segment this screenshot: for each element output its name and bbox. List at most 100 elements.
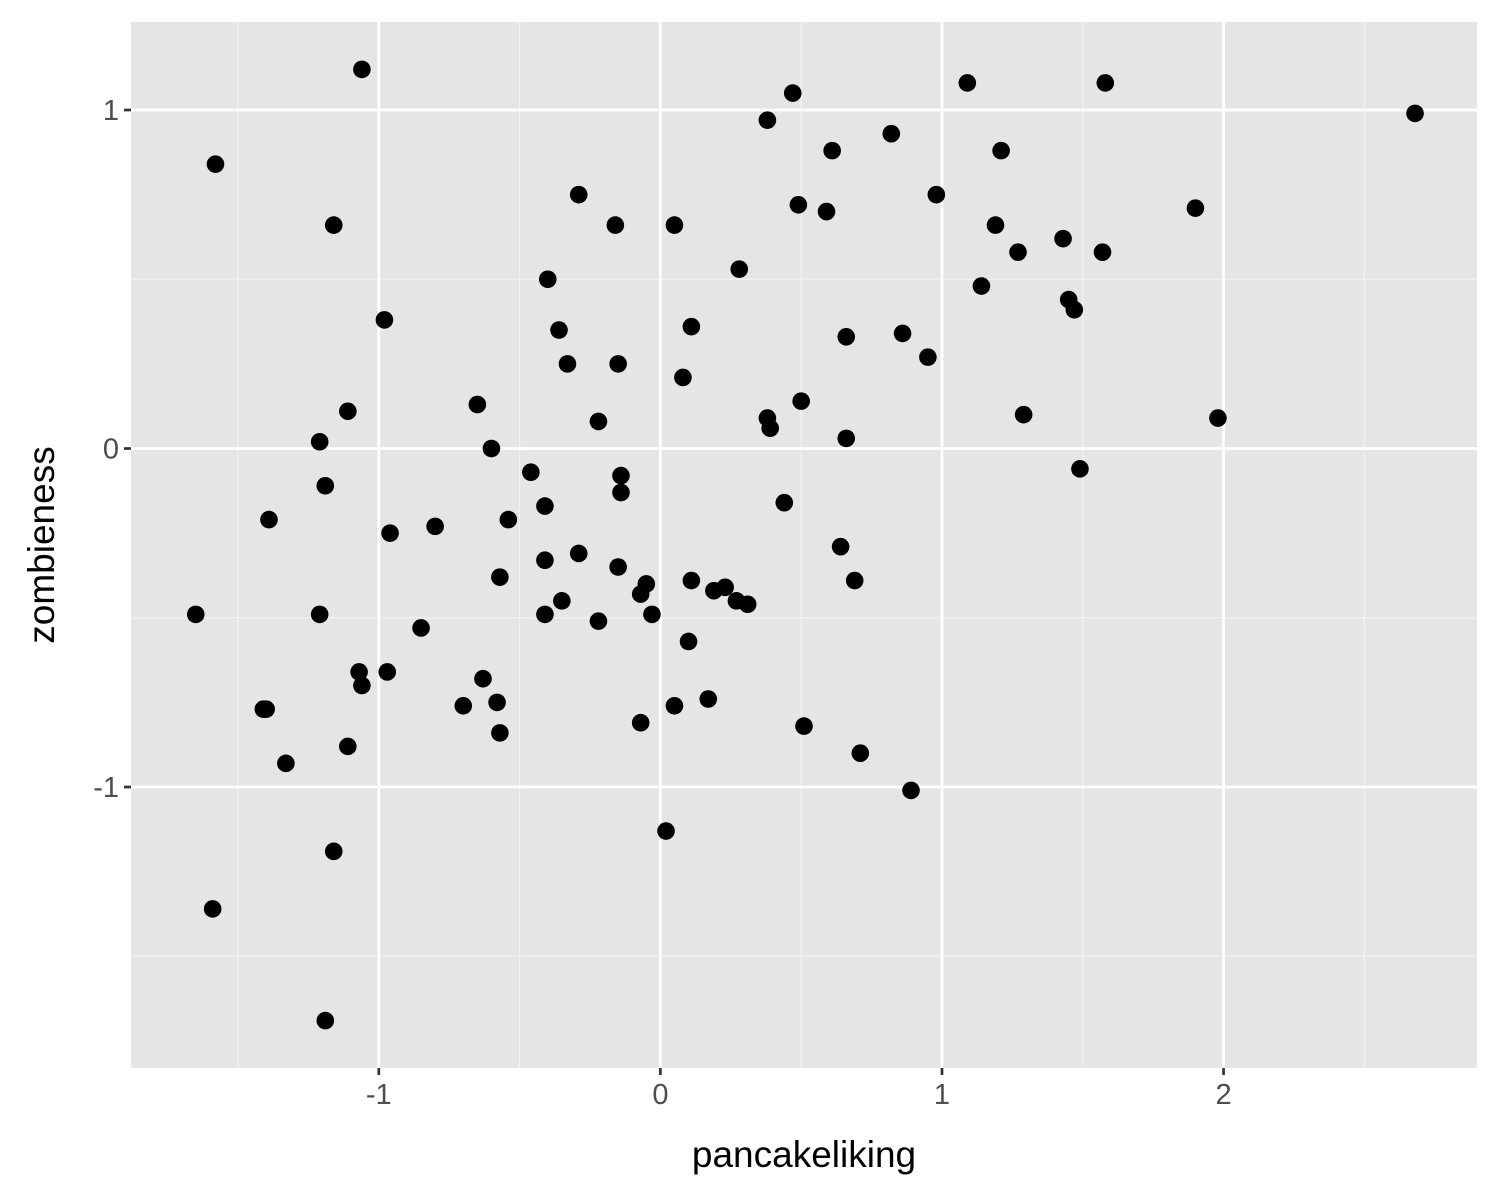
data-point <box>699 690 718 708</box>
data-point <box>792 392 810 410</box>
data-point <box>378 663 397 681</box>
data-point <box>682 571 701 590</box>
data-point <box>612 483 630 502</box>
data-point <box>927 185 946 204</box>
data-point <box>1014 405 1033 424</box>
data-point <box>674 368 692 387</box>
data-point <box>609 355 627 373</box>
plot-panel <box>131 22 1477 1068</box>
data-point <box>277 754 295 773</box>
data-point <box>375 311 394 329</box>
data-point <box>919 348 937 366</box>
data-point <box>536 497 554 515</box>
data-point <box>795 717 813 735</box>
data-point <box>1096 74 1115 92</box>
data-point <box>1209 409 1227 427</box>
data-point <box>324 216 343 234</box>
data-point <box>837 429 856 448</box>
data-point <box>257 700 275 718</box>
data-point <box>310 605 329 624</box>
data-point <box>1186 199 1205 217</box>
data-point <box>758 111 777 129</box>
y-axis-ticks: -1 0 1 <box>93 95 131 804</box>
data-point <box>789 195 808 214</box>
data-point <box>637 575 656 593</box>
data-point <box>569 544 588 563</box>
y-tick-label: 0 <box>103 434 119 466</box>
data-point <box>488 693 506 712</box>
data-point <box>426 517 444 536</box>
data-point <box>1054 229 1072 248</box>
data-point <box>206 155 225 173</box>
data-point <box>569 185 588 204</box>
data-point <box>679 632 698 651</box>
data-point <box>589 412 608 431</box>
data-point <box>522 463 540 482</box>
x-axis-title: pancakeliking <box>692 1134 916 1175</box>
data-point <box>310 432 329 451</box>
data-point <box>553 592 571 610</box>
data-point <box>902 781 920 800</box>
x-tick-label: 2 <box>1215 1079 1231 1111</box>
data-point <box>882 124 901 143</box>
data-point <box>972 277 991 295</box>
data-point <box>817 202 836 221</box>
data-point <box>893 324 912 343</box>
data-point <box>1065 300 1084 319</box>
y-tick-label: -1 <box>93 772 119 804</box>
y-tick-label: 1 <box>103 95 119 127</box>
data-point <box>761 419 780 438</box>
x-axis-ticks: -1 0 1 2 <box>366 1068 1232 1111</box>
data-point <box>992 141 1010 160</box>
data-point <box>350 663 368 681</box>
data-point <box>783 84 802 102</box>
y-axis-title: zombieness <box>21 446 62 643</box>
data-point <box>316 1011 335 1030</box>
data-point <box>260 510 278 529</box>
x-tick-label: 1 <box>934 1079 950 1111</box>
data-point <box>491 724 509 742</box>
data-point <box>499 510 518 529</box>
x-tick-label: 0 <box>652 1079 668 1111</box>
data-point <box>716 578 734 597</box>
data-point <box>612 466 630 485</box>
data-point <box>468 395 487 414</box>
data-point <box>775 493 794 512</box>
data-point <box>823 141 841 160</box>
data-point <box>339 402 357 421</box>
data-point <box>1093 243 1112 261</box>
data-point <box>665 216 684 234</box>
data-point <box>550 321 568 339</box>
data-point <box>491 568 509 586</box>
data-point <box>381 524 399 542</box>
data-point <box>353 676 371 695</box>
data-point <box>609 558 627 576</box>
data-point <box>589 612 608 630</box>
data-point <box>837 328 856 346</box>
data-point <box>353 60 371 79</box>
data-point <box>730 260 749 278</box>
data-point <box>536 605 554 624</box>
data-point <box>1406 104 1424 123</box>
data-point <box>412 619 430 637</box>
data-point <box>203 900 222 918</box>
data-point <box>454 696 473 715</box>
data-point <box>665 696 684 715</box>
minor-gridlines <box>131 22 1477 1068</box>
data-point <box>1071 460 1089 478</box>
data-point <box>474 669 492 688</box>
data-point <box>339 737 357 756</box>
data-point <box>538 270 557 289</box>
data-point <box>1009 243 1027 261</box>
data-point <box>482 439 501 458</box>
data-point <box>831 537 850 556</box>
data-point <box>682 317 701 336</box>
data-point <box>536 551 554 570</box>
data-point <box>631 713 650 732</box>
data-point <box>606 216 625 234</box>
data-point <box>643 605 661 624</box>
data-point <box>186 605 205 624</box>
data-point <box>657 822 675 840</box>
data-point <box>738 595 757 614</box>
